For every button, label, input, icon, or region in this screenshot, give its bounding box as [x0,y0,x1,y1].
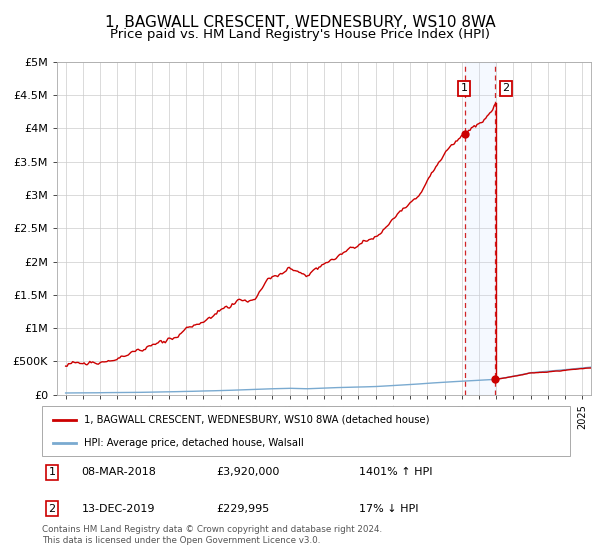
Text: 1, BAGWALL CRESCENT, WEDNESBURY, WS10 8WA: 1, BAGWALL CRESCENT, WEDNESBURY, WS10 8W… [104,15,496,30]
Text: 1, BAGWALL CRESCENT, WEDNESBURY, WS10 8WA (detached house): 1, BAGWALL CRESCENT, WEDNESBURY, WS10 8W… [84,414,430,424]
Text: Price paid vs. HM Land Registry's House Price Index (HPI): Price paid vs. HM Land Registry's House … [110,28,490,41]
Text: 1: 1 [49,467,55,477]
Text: 08-MAR-2018: 08-MAR-2018 [82,467,157,477]
Text: 17% ↓ HPI: 17% ↓ HPI [359,503,418,514]
Text: 1: 1 [461,83,467,94]
Text: £229,995: £229,995 [216,503,269,514]
Text: £3,920,000: £3,920,000 [216,467,280,477]
Text: 1401% ↑ HPI: 1401% ↑ HPI [359,467,432,477]
Text: Contains HM Land Registry data © Crown copyright and database right 2024.
This d: Contains HM Land Registry data © Crown c… [42,525,382,545]
Text: HPI: Average price, detached house, Walsall: HPI: Average price, detached house, Wals… [84,438,304,448]
FancyBboxPatch shape [42,406,570,456]
Text: 13-DEC-2019: 13-DEC-2019 [82,503,155,514]
Text: 2: 2 [49,503,55,514]
Bar [465,62,496,395]
Text: 2: 2 [502,83,509,94]
